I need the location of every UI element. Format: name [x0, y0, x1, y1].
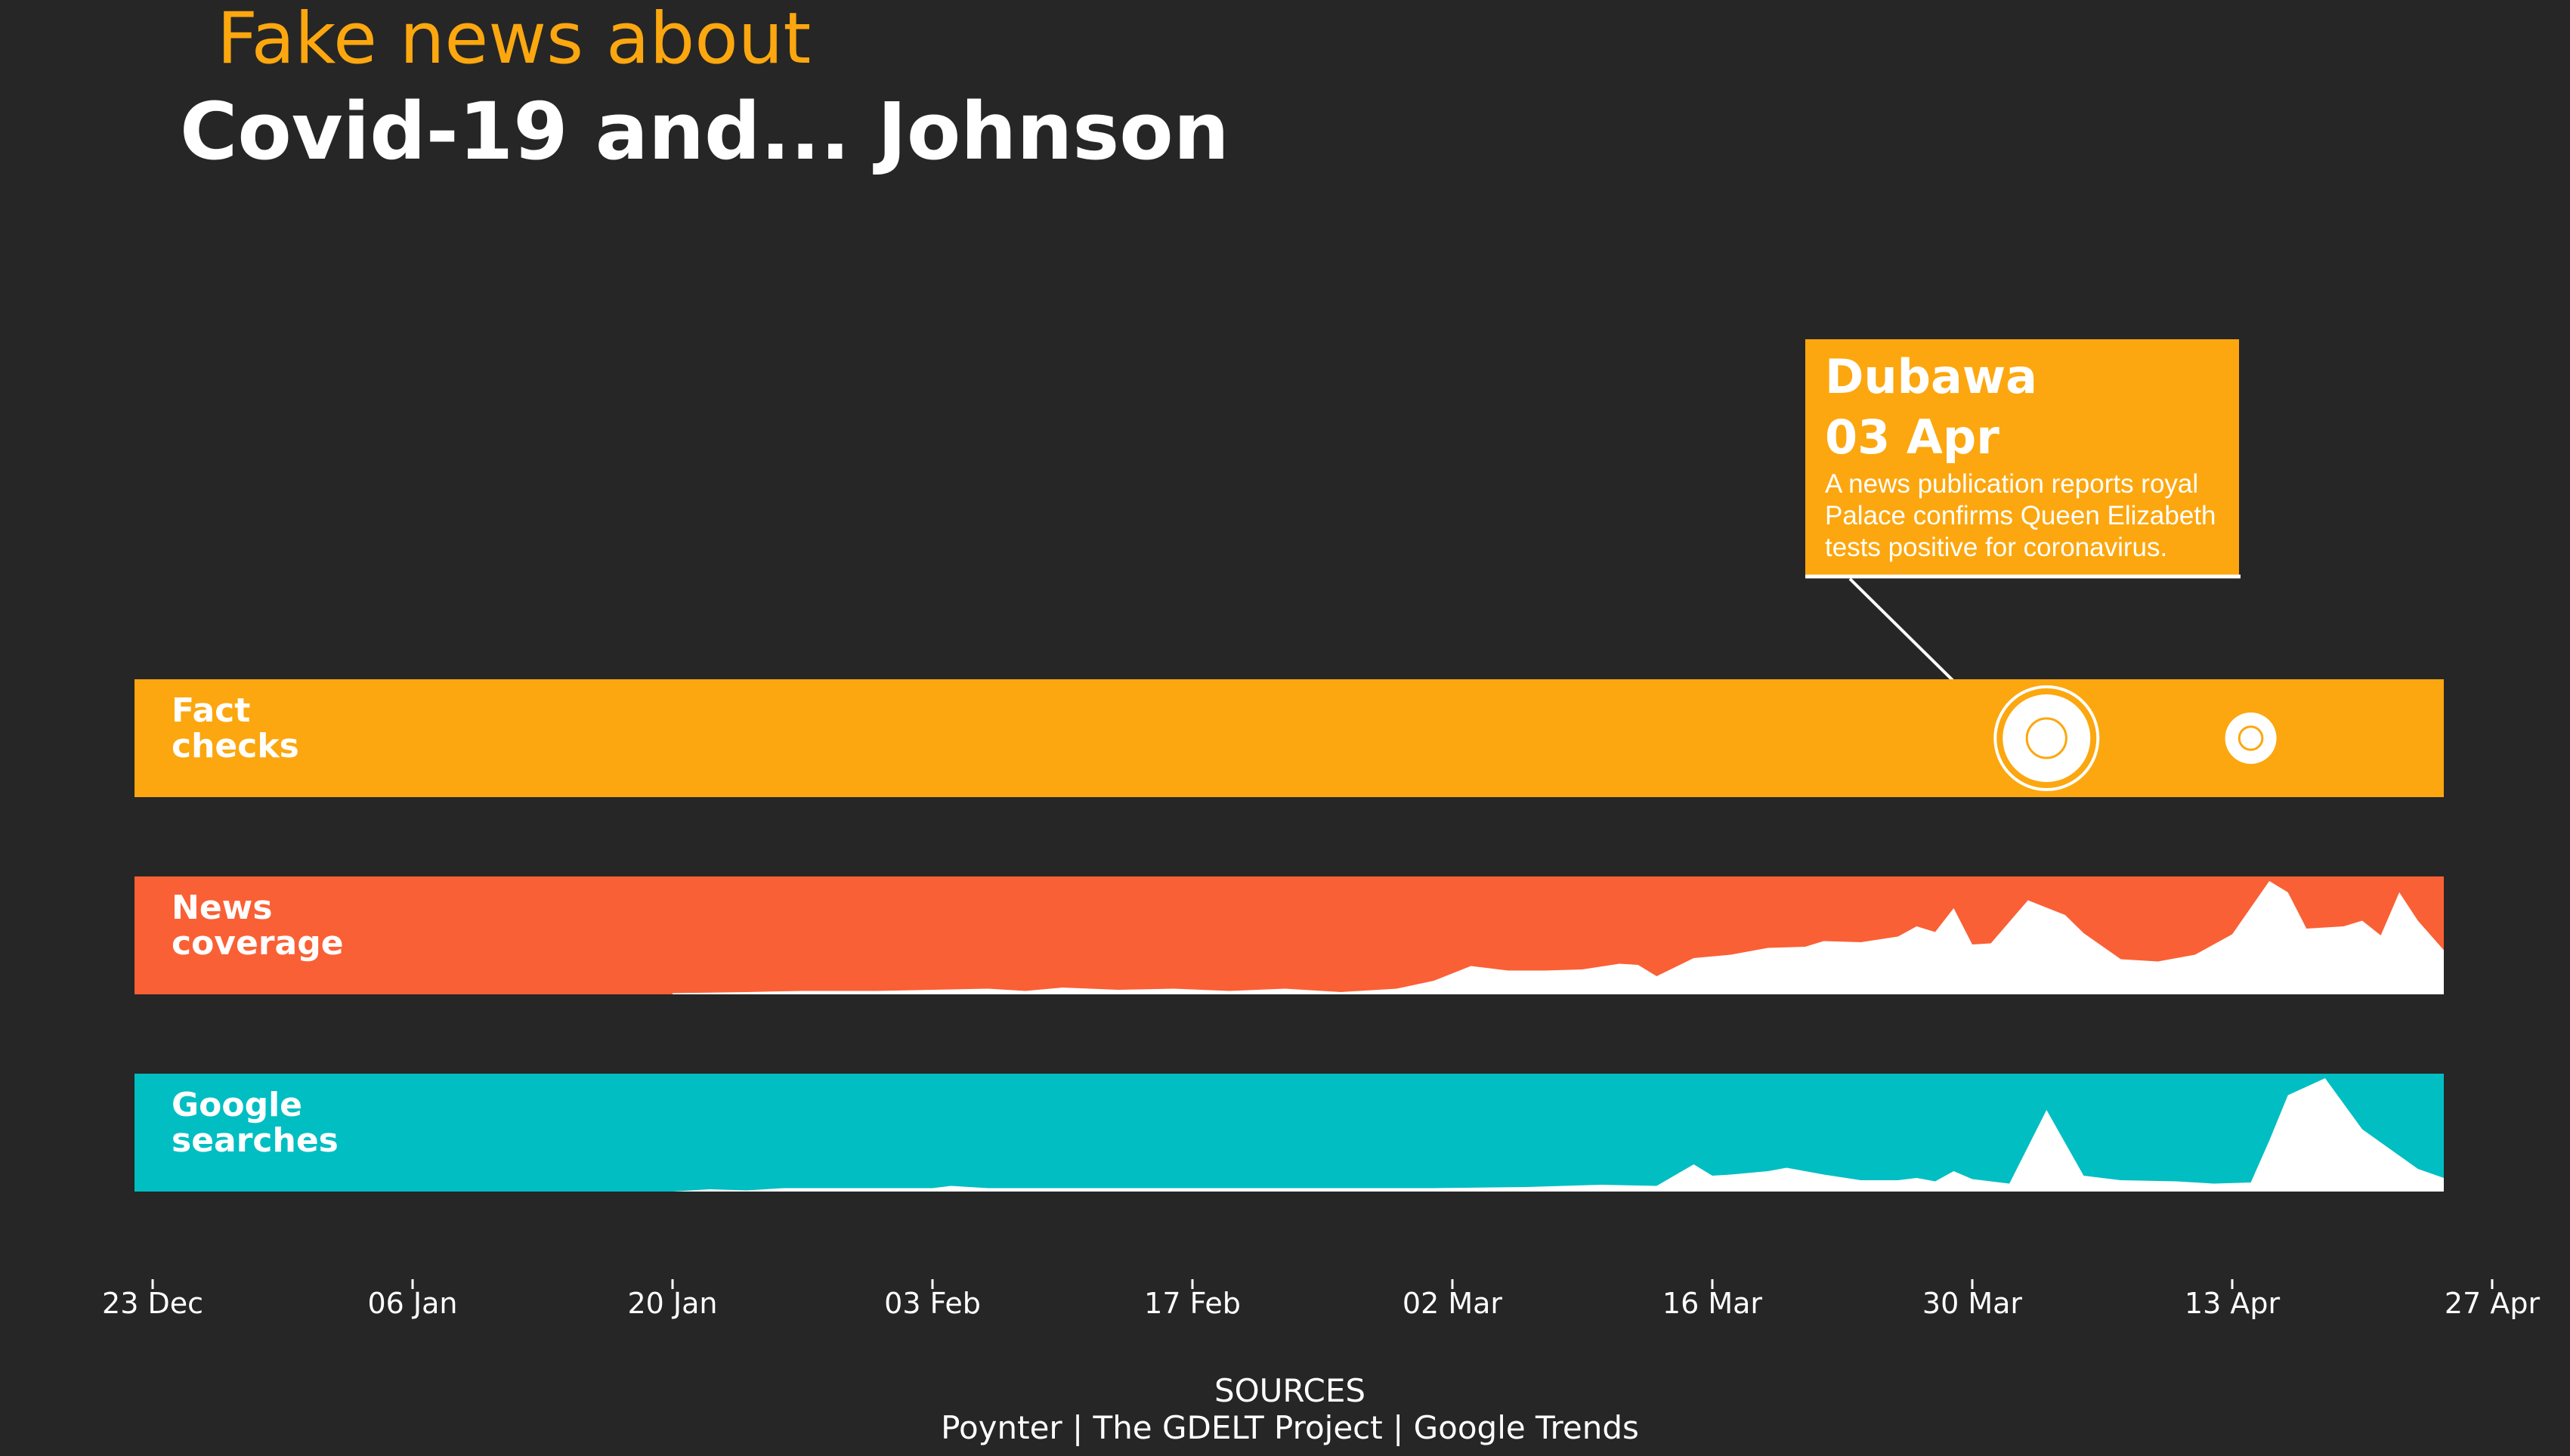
x-axis: 23 Dec 06 Jan 20 Jan 03 Feb 17 Feb 02 Mar 16 M…: [102, 1279, 2540, 1320]
chart-title: Covid-19 and... Johnson: [180, 85, 1229, 178]
tooltip-source: Dubawa: [1825, 349, 2037, 404]
x-tick-label: 17 Feb: [1144, 1287, 1241, 1320]
fact-check-marker-inner: [2238, 725, 2264, 751]
google-searches-area: [673, 1078, 2444, 1192]
x-tick-label: 13 Apr: [2185, 1287, 2281, 1320]
fact-check-marker[interactable]: [2225, 713, 2277, 764]
fact-check-marker[interactable]: [2002, 694, 2091, 782]
x-tick-label: 30 Mar: [1922, 1287, 2023, 1320]
sources-heading: SOURCES: [1214, 1372, 1365, 1409]
band-label: coverage: [172, 924, 344, 963]
x-tick-label: 20 Jan: [627, 1287, 717, 1320]
tooltip-box: [1805, 339, 2239, 575]
tooltip-description-line: Palace confirms Queen Elizabeth: [1825, 501, 2216, 530]
band-label: News: [172, 889, 273, 927]
band-label: checks: [172, 727, 299, 765]
band-background: [135, 1074, 2444, 1192]
chart-subtitle: Fake news about: [217, 0, 811, 80]
x-tick-label: 02 Mar: [1403, 1287, 1503, 1320]
x-tick-label: 16 Mar: [1662, 1287, 1763, 1320]
x-tick-label: 06 Jan: [367, 1287, 457, 1320]
fact-check-marker-inner: [2025, 717, 2067, 759]
tooltip-description-line: tests positive for coronavirus.: [1825, 533, 2167, 562]
tooltip-date: 03 Apr: [1825, 410, 1999, 465]
x-tick-label: 03 Feb: [884, 1287, 981, 1320]
band-label: Fact: [172, 691, 250, 730]
tooltip-leader-line: [1848, 577, 1966, 694]
band-label: searches: [172, 1121, 339, 1160]
x-tick-label: 27 Apr: [2445, 1287, 2541, 1320]
band-label: Google: [172, 1086, 302, 1124]
tooltip-description-line: A news publication reports royal: [1825, 469, 2198, 499]
tooltip-card: Dubawa 03 Apr A news publication reports…: [1805, 339, 2241, 694]
news-coverage-area: [673, 881, 2444, 994]
fact-check-marker-ring: [1993, 685, 2100, 791]
x-tick-label: 23 Dec: [102, 1287, 203, 1320]
sources-list: Poynter | The GDELT Project | Google Tre…: [941, 1409, 1639, 1446]
